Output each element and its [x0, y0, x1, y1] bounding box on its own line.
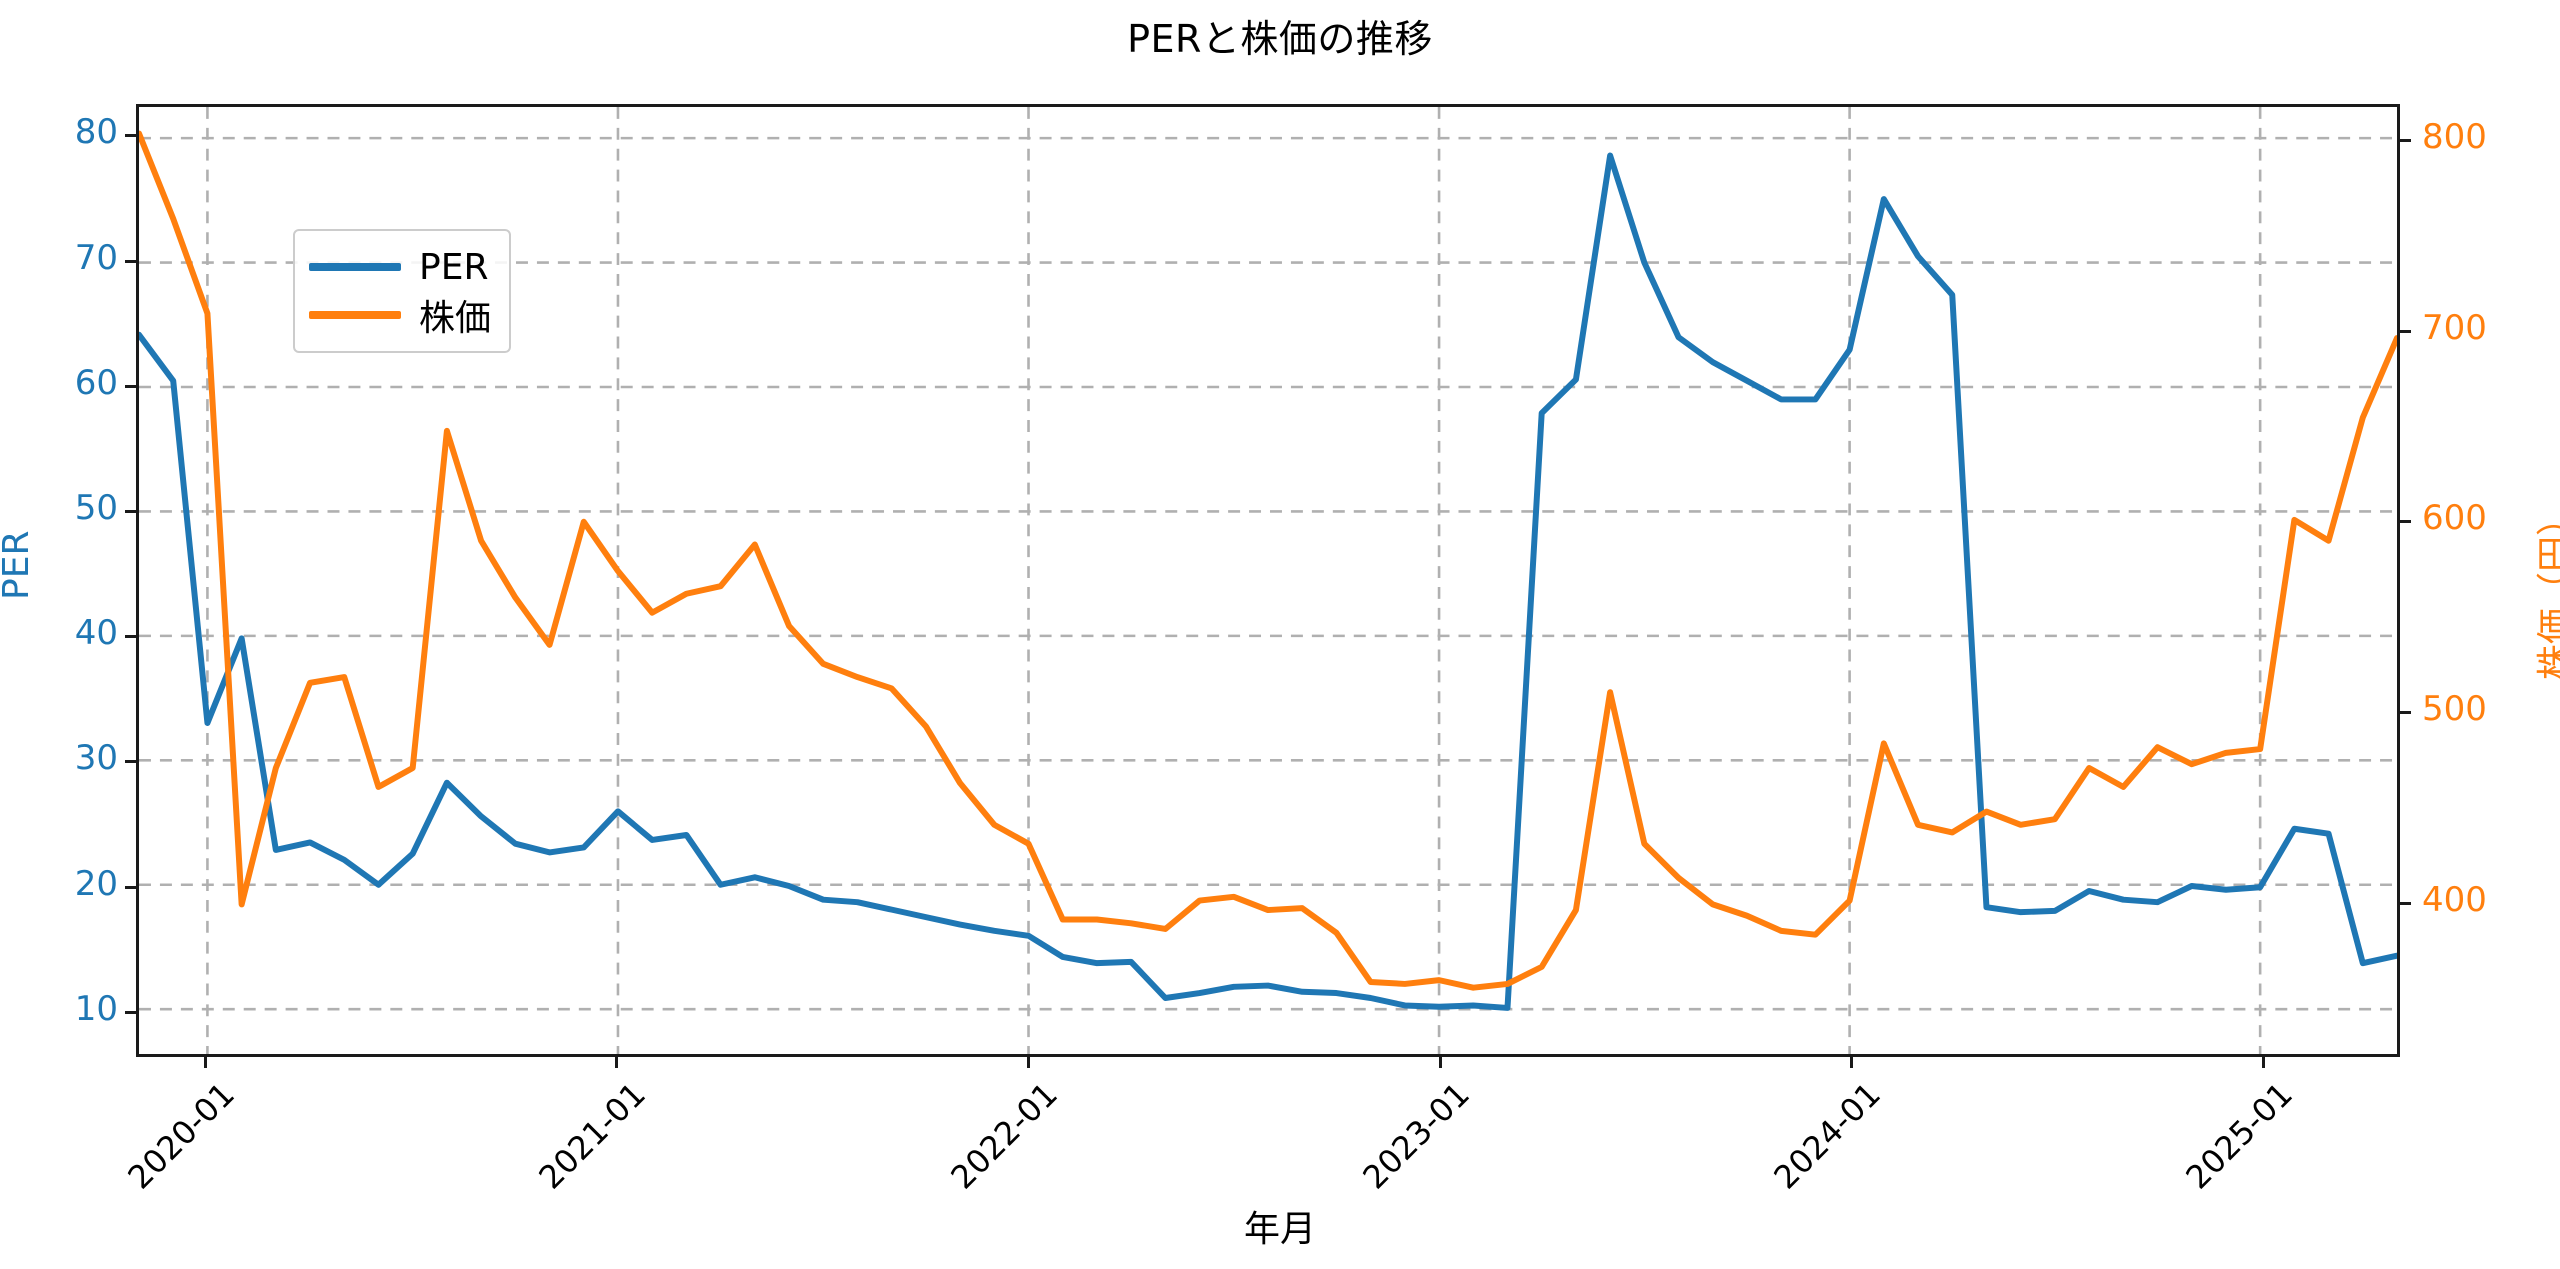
y-left-tick-label: 10: [74, 988, 118, 1029]
y-left-tick-label: 30: [74, 738, 118, 779]
x-tickmark: [2261, 1057, 2265, 1068]
y-right-tickmark: [2400, 901, 2411, 905]
legend-swatch-per: [309, 263, 401, 271]
y-right-tick-label: 400: [2422, 879, 2487, 920]
y-left-tickmark: [125, 635, 136, 639]
legend-item-per[interactable]: PER: [309, 243, 491, 291]
chart-title: PERと株価の推移: [1127, 17, 1433, 61]
series-lines: [139, 130, 2397, 1011]
y-left-tickmark: [125, 509, 136, 513]
gridlines: [139, 107, 2397, 1054]
legend-swatch-price: [309, 311, 401, 319]
y-right-tickmark: [2400, 139, 2411, 143]
x-tickmark: [203, 1057, 207, 1068]
y-right-tick-label: 800: [2422, 117, 2487, 158]
x-tickmark: [1438, 1057, 1442, 1068]
y-left-tickmark: [125, 1010, 136, 1014]
y-axis-right-label: 株価（円）: [2535, 499, 2560, 680]
x-axis-label: 年月: [1243, 1209, 1316, 1250]
y-right-tick-label: 700: [2422, 307, 2487, 348]
y-left-tick-label: 60: [74, 362, 118, 403]
y-left-tick-label: 20: [74, 863, 118, 904]
series-line-PER: [139, 152, 2397, 1011]
y-right-tickmark: [2400, 520, 2411, 524]
legend-label-price: 株価: [419, 298, 492, 339]
y-left-tickmark: [125, 760, 136, 764]
y-left-tick-label: 80: [74, 112, 118, 153]
x-tickmark: [1850, 1057, 1854, 1068]
legend-item-price[interactable]: 株価: [309, 291, 491, 339]
y-right-tickmark: [2400, 329, 2411, 333]
y-left-tickmark: [125, 384, 136, 388]
series-line-株価: [139, 130, 2397, 991]
y-right-tick-label: 500: [2422, 689, 2487, 729]
x-tickmark: [1026, 1057, 1030, 1068]
y-right-tickmark: [2400, 711, 2411, 714]
y-left-tickmark: [125, 259, 136, 263]
plot-area: PER 株価: [136, 104, 2400, 1057]
y-axis-left-label: PER: [0, 530, 37, 600]
y-right-tick-label: 600: [2422, 498, 2487, 539]
y-left-tick-label: 70: [74, 237, 118, 278]
chart-legend[interactable]: PER 株価: [293, 229, 512, 353]
y-left-tickmark: [125, 885, 136, 889]
y-left-tick-label: 40: [74, 613, 118, 654]
y-left-tickmark: [125, 134, 136, 138]
x-tickmark: [615, 1057, 619, 1068]
y-left-tick-label: 50: [74, 487, 118, 528]
legend-label-per: PER: [419, 246, 489, 288]
